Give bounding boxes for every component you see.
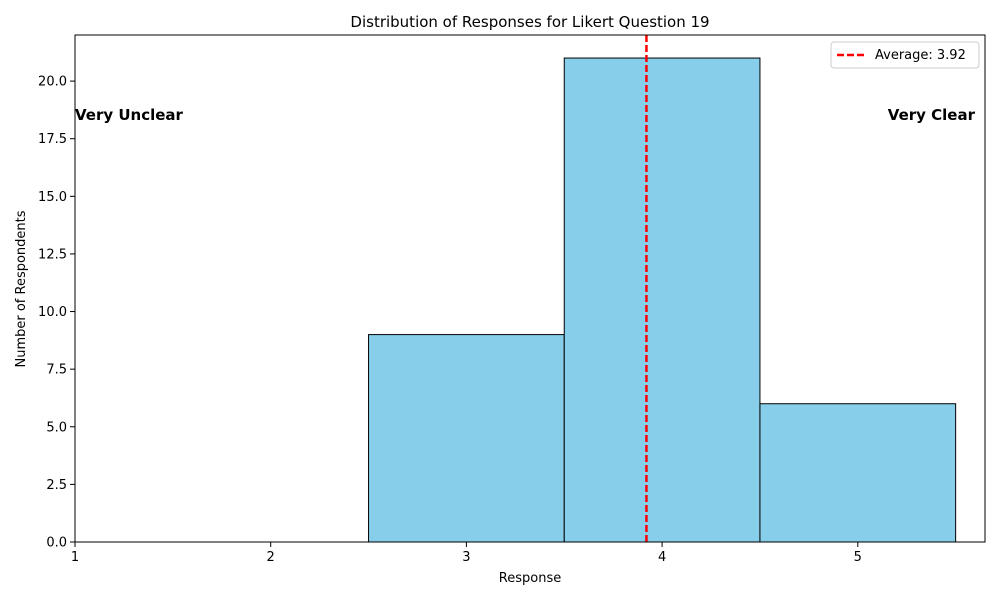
annotation-very-unclear: Very Unclear [75, 106, 184, 124]
y-tick-label-5.0: 5.0 [46, 420, 67, 435]
x-tick-label-5: 5 [854, 550, 862, 565]
chart-title: Distribution of Responses for Likert Que… [350, 13, 709, 31]
annotation-very-clear: Very Clear [888, 106, 976, 124]
y-tick-label-2.5: 2.5 [46, 478, 67, 493]
legend: Average: 3.92 [830, 41, 980, 69]
plot-frame [74, 34, 986, 543]
histogram-bar-3 [368, 334, 565, 543]
x-tick-label-3: 3 [462, 550, 470, 565]
y-tick-label-12.5: 12.5 [38, 247, 67, 262]
bars-layer [368, 57, 957, 543]
y-tick-label-15.0: 15.0 [38, 190, 67, 205]
x-tick-label-4: 4 [658, 550, 666, 565]
x-axis-label: Response [499, 571, 561, 586]
y-tick-label-0.0: 0.0 [46, 536, 67, 551]
y-tick-label-10.0: 10.0 [38, 305, 67, 320]
x-tick-label-1: 1 [71, 550, 79, 565]
histogram-bar-4 [563, 57, 761, 543]
legend-box [830, 41, 980, 69]
y-tick-label-17.5: 17.5 [38, 132, 67, 147]
histogram-bar-5 [759, 403, 957, 543]
y-axis-ticks: 0.0 2.5 5.0 7.5 10.0 12.5 15.0 17.5 20.0 [38, 75, 75, 551]
y-tick-label-7.5: 7.5 [46, 363, 67, 378]
legend-average-label: Average: 3.92 [875, 48, 966, 63]
x-tick-label-2: 2 [267, 550, 275, 565]
x-axis-ticks: 1 2 3 4 5 [71, 542, 862, 565]
y-tick-label-20.0: 20.0 [38, 75, 67, 90]
y-axis-label: Number of Respondents [14, 210, 29, 367]
